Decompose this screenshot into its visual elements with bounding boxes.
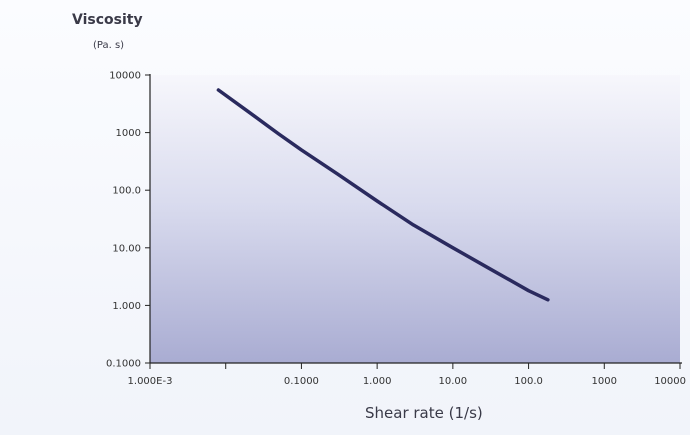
x-axis-title: Shear rate (1/s) — [365, 404, 483, 422]
y-tick-label: 10.00 — [112, 243, 141, 254]
y-axis-unit: (Pa. s) — [93, 40, 124, 51]
x-tick-label: 100.0 — [514, 376, 543, 387]
y-tick-label: 1.000 — [112, 301, 141, 312]
x-tick-label: 10.00 — [439, 376, 468, 387]
y-axis-title: Viscosity — [72, 12, 143, 28]
y-tick-label: 0.1000 — [106, 359, 141, 370]
x-tick-label: 10000 — [654, 376, 686, 387]
plot-area — [150, 75, 680, 363]
x-tick-label: 1.000 — [363, 376, 392, 387]
x-tick-label: 0.1000 — [284, 376, 319, 387]
axis-ticks: 0.1000 1.000 10.00 100.0 1000 10000 1.000E-3 0.… — [106, 71, 686, 388]
viscosity-curve — [216, 88, 550, 302]
y-tick-label: 10000 — [109, 71, 141, 82]
y-tick-label: 100.0 — [112, 186, 141, 197]
series-layer — [216, 88, 550, 302]
x-tick-label: 1000 — [592, 376, 617, 387]
x-tick-label: 1.000E-3 — [128, 376, 173, 387]
y-tick-label: 1000 — [116, 128, 141, 139]
